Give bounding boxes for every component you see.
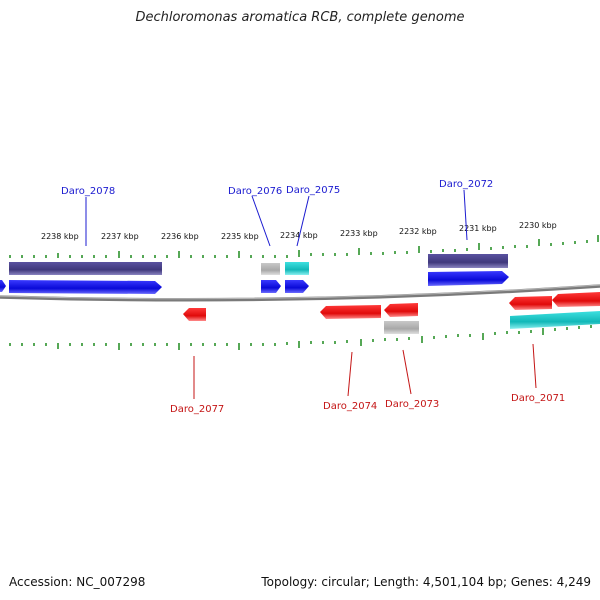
cds-arrow-daro-2078[interactable] [9,280,162,294]
genome-summary-text: Topology: circular; Length: 4,501,104 bp… [261,575,591,589]
gene-bar-daro-2078[interactable] [9,262,162,275]
gene-bar-daro-2076[interactable] [261,263,280,275]
gene-bar-daro-2072[interactable] [428,254,508,268]
tick-label: 2236 kbp [161,232,199,241]
tick-label: 2235 kbp [221,232,259,241]
cds-arrow-daro-2074[interactable] [320,305,381,319]
cds-arrow-daro-2077[interactable] [183,308,206,321]
tick-label: 2238 kbp [41,232,79,241]
callout-lines-top [85,189,468,247]
gene-label-daro-2072[interactable]: Daro_2072 [439,179,493,190]
gene-bar-daro-2073[interactable] [384,321,419,334]
tick-label: 2234 kbp [280,231,318,240]
tick-label: 2237 kbp [101,232,139,241]
cds-arrow-daro-2073[interactable] [384,303,418,317]
accession-text: Accession: NC_007298 [9,575,146,589]
cds-arrow-daro-2071[interactable] [509,296,552,310]
callout-lines-bottom [193,343,537,399]
gene-bar-daro-2071[interactable] [510,311,600,329]
cds-arrow-daro-2072[interactable] [428,271,509,286]
cds-arrow-daro-2076[interactable] [261,280,281,293]
genome-backbone [0,284,600,302]
tick-track-lower [9,325,592,350]
tick-label: 2233 kbp [340,229,378,238]
tick-label: 2230 kbp [519,221,557,230]
gene-label-daro-2071[interactable]: Daro_2071 [511,393,565,404]
cds-arrow-right-edge[interactable] [552,292,600,307]
gene-label-daro-2076[interactable]: Daro_2076 [228,186,282,197]
tick-track-upper [9,235,599,258]
tick-label: 2231 kbp [459,224,497,233]
cds-arrow-left-edge[interactable] [0,280,6,292]
gene-label-daro-2077[interactable]: Daro_2077 [170,404,224,415]
cds-arrow-daro-2075[interactable] [285,280,309,293]
genome-title: Dechloromonas aromatica RCB, complete ge… [135,10,465,25]
gene-bar-daro-2075[interactable] [285,262,309,275]
gene-label-daro-2075[interactable]: Daro_2075 [286,185,340,196]
gene-label-daro-2078[interactable]: Daro_2078 [61,186,115,197]
gene-label-daro-2074[interactable]: Daro_2074 [323,401,377,412]
tick-label: 2232 kbp [399,227,437,236]
gene-label-daro-2073[interactable]: Daro_2073 [385,399,439,410]
